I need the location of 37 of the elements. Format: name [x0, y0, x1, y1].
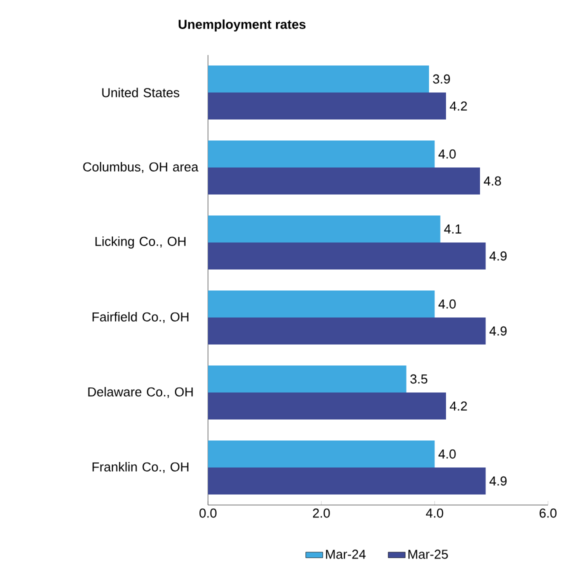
bar — [208, 392, 446, 420]
x-tick-label: 6.0 — [540, 508, 557, 518]
data-label: 4.8 — [484, 176, 501, 186]
y-tick-label: Delaware Co., OH — [88, 386, 193, 398]
bar — [208, 92, 446, 120]
data-label: 4.0 — [438, 449, 456, 459]
legend-label: Mar-24 — [326, 550, 366, 559]
data-label: 4.9 — [489, 326, 507, 336]
data-label: 4.0 — [438, 149, 456, 159]
data-label: 4.9 — [489, 251, 507, 261]
data-label: 4.1 — [444, 224, 462, 234]
data-label: 4.2 — [450, 101, 467, 111]
data-label: 3.5 — [410, 374, 428, 384]
bar — [208, 168, 480, 195]
y-tick-label: Franklin Co., OH — [92, 462, 188, 474]
data-label: 3.9 — [433, 74, 450, 84]
bar — [208, 318, 486, 345]
bar — [208, 140, 435, 168]
y-tick-label: United States — [102, 88, 180, 98]
x-tick-label: 2.0 — [312, 508, 330, 518]
data-label: 4.0 — [438, 299, 456, 309]
data-label: 4.2 — [450, 401, 467, 411]
bar — [208, 468, 486, 495]
bar — [208, 440, 435, 468]
data-label: 4.9 — [489, 476, 507, 486]
bar — [208, 66, 429, 93]
y-tick-label: Licking Co., OH — [95, 236, 186, 249]
chart-title: Unemployment rates — [178, 19, 306, 32]
bar — [208, 290, 435, 318]
x-tick-label: 4.0 — [426, 508, 444, 518]
y-tick-label: Columbus, OH area — [83, 162, 198, 174]
x-tick-label: 0.0 — [200, 508, 217, 518]
y-tick-label: Fairfield Co., OH — [92, 312, 188, 324]
bar — [208, 366, 406, 393]
legend-label: Mar-25 — [408, 550, 448, 559]
bar — [208, 216, 440, 243]
bar — [208, 242, 486, 270]
